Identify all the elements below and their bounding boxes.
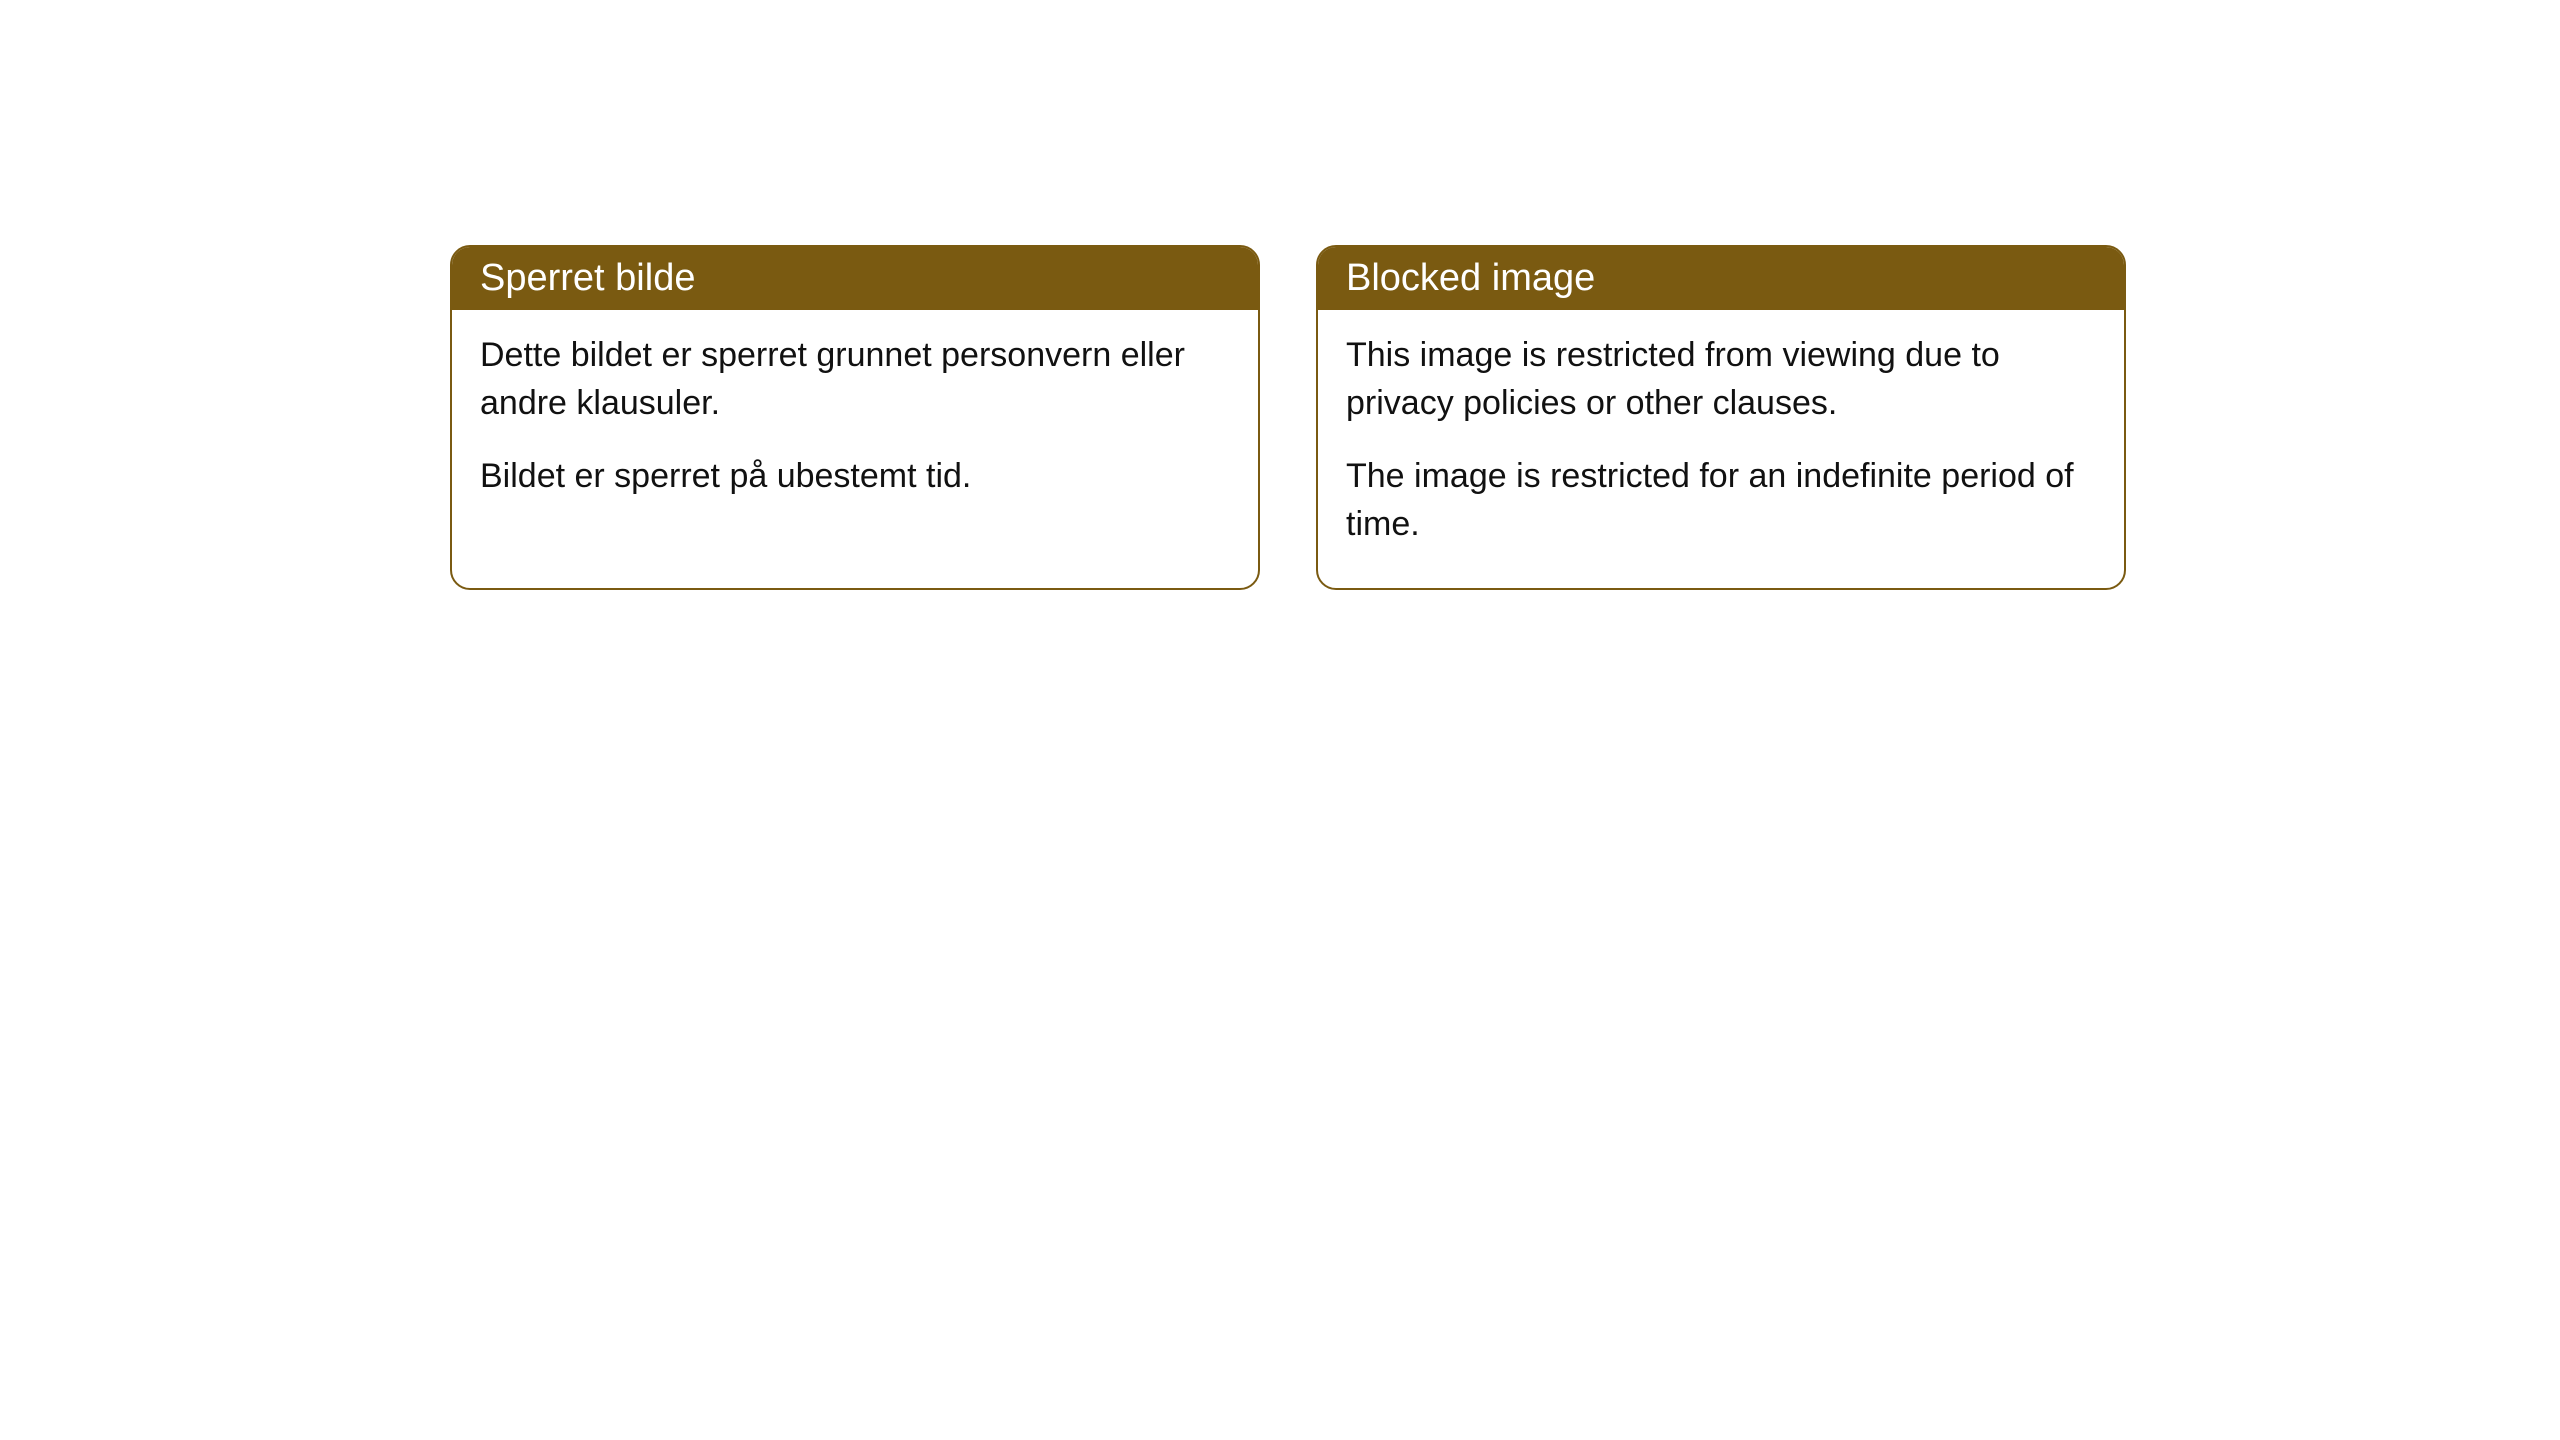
card-paragraph2-en: The image is restricted for an indefinit…: [1346, 453, 2096, 548]
card-paragraph2-no: Bildet er sperret på ubestemt tid.: [480, 453, 1230, 501]
blocked-image-card-en: Blocked image This image is restricted f…: [1316, 245, 2126, 590]
card-header-en: Blocked image: [1318, 247, 2124, 310]
card-body-no: Dette bildet er sperret grunnet personve…: [452, 310, 1258, 541]
card-header-no: Sperret bilde: [452, 247, 1258, 310]
card-title-no: Sperret bilde: [480, 257, 695, 299]
card-body-en: This image is restricted from viewing du…: [1318, 310, 2124, 588]
card-paragraph1-no: Dette bildet er sperret grunnet personve…: [480, 332, 1230, 427]
notice-cards-container: Sperret bilde Dette bildet er sperret gr…: [0, 0, 2560, 590]
card-title-en: Blocked image: [1346, 257, 1595, 299]
card-paragraph1-en: This image is restricted from viewing du…: [1346, 332, 2096, 427]
blocked-image-card-no: Sperret bilde Dette bildet er sperret gr…: [450, 245, 1260, 590]
